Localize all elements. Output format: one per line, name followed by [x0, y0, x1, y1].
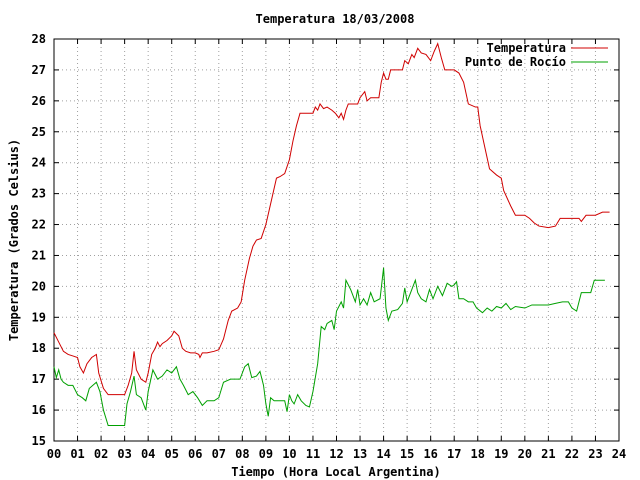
x-tick-label: 10 [282, 447, 296, 461]
y-tick-label: 15 [32, 434, 46, 448]
x-tick-label: 01 [70, 447, 84, 461]
legend: Temperatura Punto de Rocío [465, 41, 608, 69]
series-line-punto-de-rocio [53, 267, 605, 427]
x-tick-label: 08 [235, 447, 249, 461]
x-tick-label: 13 [353, 447, 367, 461]
x-tick-label: 02 [94, 447, 108, 461]
y-tick-label: 23 [32, 187, 46, 201]
x-tick-label: 09 [259, 447, 273, 461]
y-tick-label: 28 [32, 32, 46, 46]
series-line-temperatura [53, 42, 610, 396]
y-axis-label: Temperatura (Grados Celsius) [7, 139, 21, 341]
x-tick-label: 22 [565, 447, 579, 461]
x-tick-labels: 00 01 02 03 04 05 06 07 08 09 10 11 12 13 14 15 16 17 18 19… [47, 447, 626, 461]
series-lines [53, 42, 610, 427]
x-tick-label: 16 [423, 447, 437, 461]
legend-label-punto-de-rocio: Punto de Rocío [465, 55, 566, 69]
y-tick-label: 24 [32, 156, 46, 170]
x-tick-label: 20 [518, 447, 532, 461]
x-tick-label: 07 [212, 447, 226, 461]
y-tick-label: 22 [32, 218, 46, 232]
x-tick-label: 06 [188, 447, 202, 461]
y-tick-label: 17 [32, 372, 46, 386]
y-tick-label: 27 [32, 63, 46, 77]
y-tick-label: 18 [32, 341, 46, 355]
x-tick-label: 04 [141, 447, 155, 461]
x-tick-label: 15 [400, 447, 414, 461]
x-tick-label: 23 [588, 447, 602, 461]
x-tick-label: 00 [47, 447, 61, 461]
axis-ticks [53, 38, 620, 442]
y-tick-label: 21 [32, 248, 46, 262]
y-tick-label: 26 [32, 94, 46, 108]
chart-title: Temperatura 18/03/2008 [256, 12, 415, 26]
x-tick-label: 17 [447, 447, 461, 461]
x-tick-label: 11 [306, 447, 320, 461]
x-axis-label: Tiempo (Hora Local Argentina) [231, 465, 441, 479]
x-tick-label: 19 [494, 447, 508, 461]
x-tick-label: 03 [117, 447, 131, 461]
x-tick-label: 05 [164, 447, 178, 461]
x-tick-label: 14 [376, 447, 390, 461]
y-tick-label: 20 [32, 279, 46, 293]
legend-label-temperatura: Temperatura [487, 41, 566, 55]
x-tick-label: 18 [471, 447, 485, 461]
x-tick-label: 21 [541, 447, 555, 461]
y-tick-label: 16 [32, 403, 46, 417]
y-tick-labels: 15 16 17 18 19 20 21 22 23 24 25 26 27 28 [32, 32, 46, 448]
grid-lines [54, 39, 619, 441]
x-tick-label: 24 [612, 447, 626, 461]
y-tick-label: 19 [32, 310, 46, 324]
x-tick-label: 12 [329, 447, 343, 461]
y-tick-label: 25 [32, 125, 46, 139]
